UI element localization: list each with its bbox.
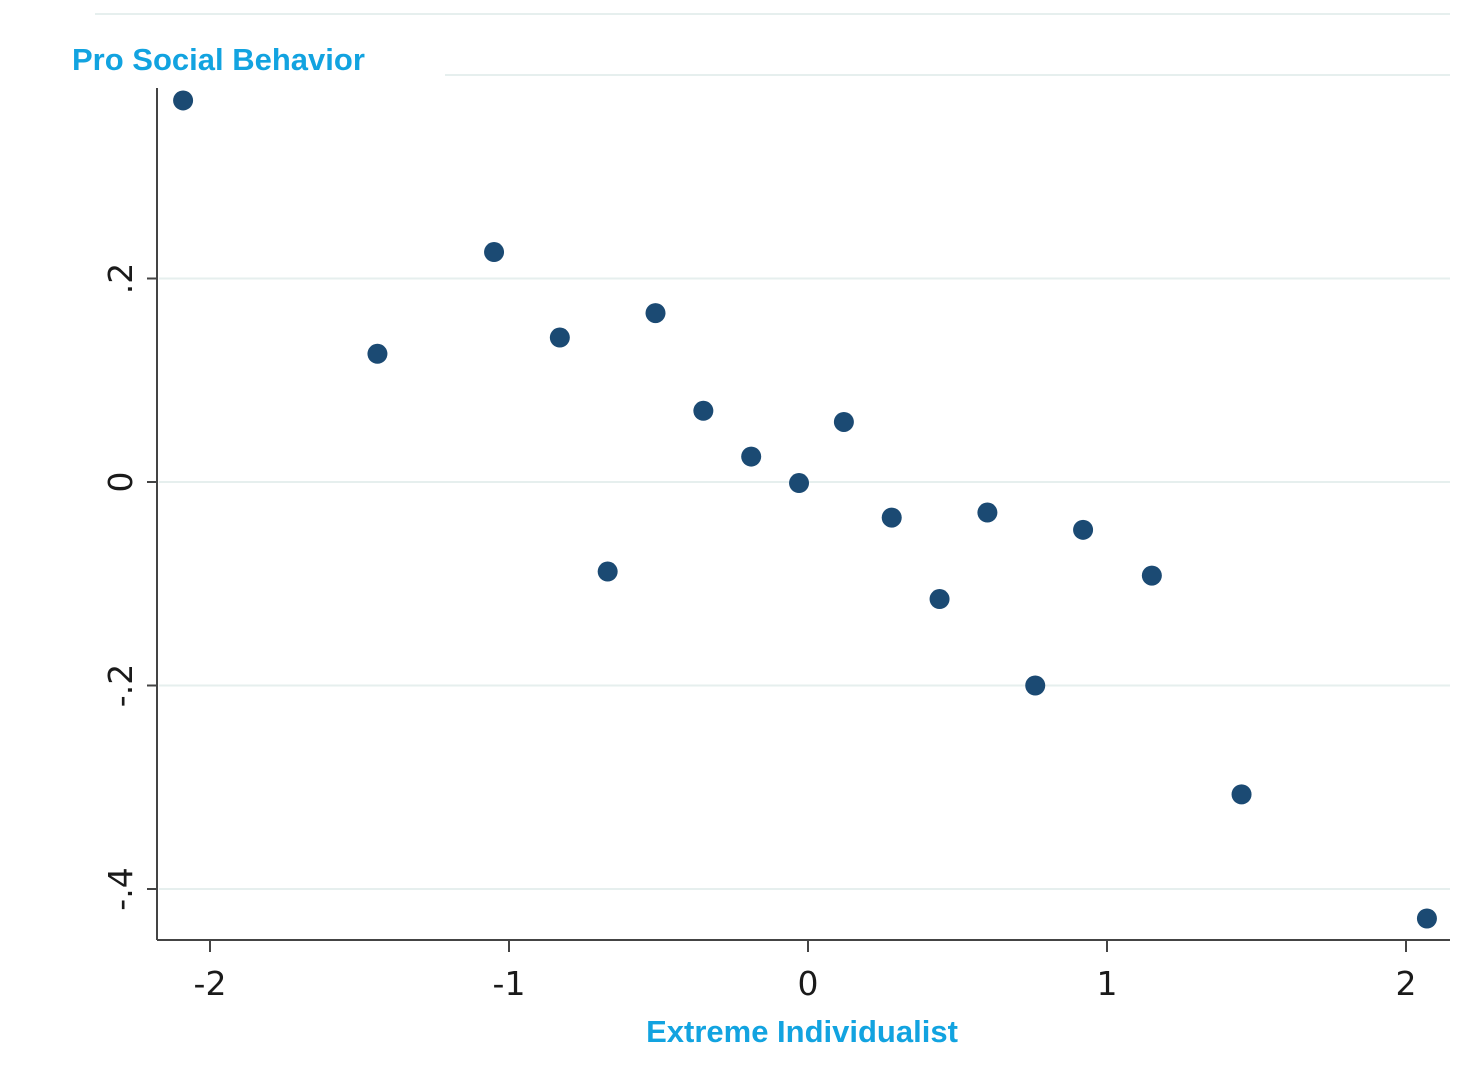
x-tick-label: -2 [194,964,227,1003]
data-point [1231,784,1252,805]
y-tick-label: -.2 [101,664,140,707]
x-ticks: -2 -1 0 1 2 [194,940,1417,1003]
data-point [1416,908,1437,929]
data-point [741,446,762,467]
data-point [977,502,998,523]
grid-lines [159,277,1450,890]
data-point [1073,519,1094,540]
data-point [789,473,810,494]
y-ticks: -.4 -.2 0 .2 [101,263,157,911]
x-tick-label: 0 [798,964,819,1003]
x-tick-label: 1 [1097,964,1118,1003]
x-tick-label: -1 [493,964,526,1003]
data-point [597,561,618,582]
data-point [1141,565,1162,586]
data-points [173,90,1437,929]
data-point [929,589,950,610]
data-point [549,327,570,348]
data-point [173,90,194,111]
y-axis-title: Pro Social Behavior [72,42,365,77]
data-point [484,242,505,263]
y-tick-label: -.4 [101,867,140,910]
data-point [833,411,854,432]
data-point [367,343,388,364]
y-tick-label: 0 [101,472,140,493]
x-tick-label: 2 [1396,964,1417,1003]
data-point [1025,675,1046,696]
axes [156,88,1450,941]
y-tick-label: .2 [101,263,140,295]
x-axis-title: Extreme Individualist [646,1014,958,1049]
data-point [645,303,666,324]
data-point [881,507,902,528]
data-point [693,400,714,421]
